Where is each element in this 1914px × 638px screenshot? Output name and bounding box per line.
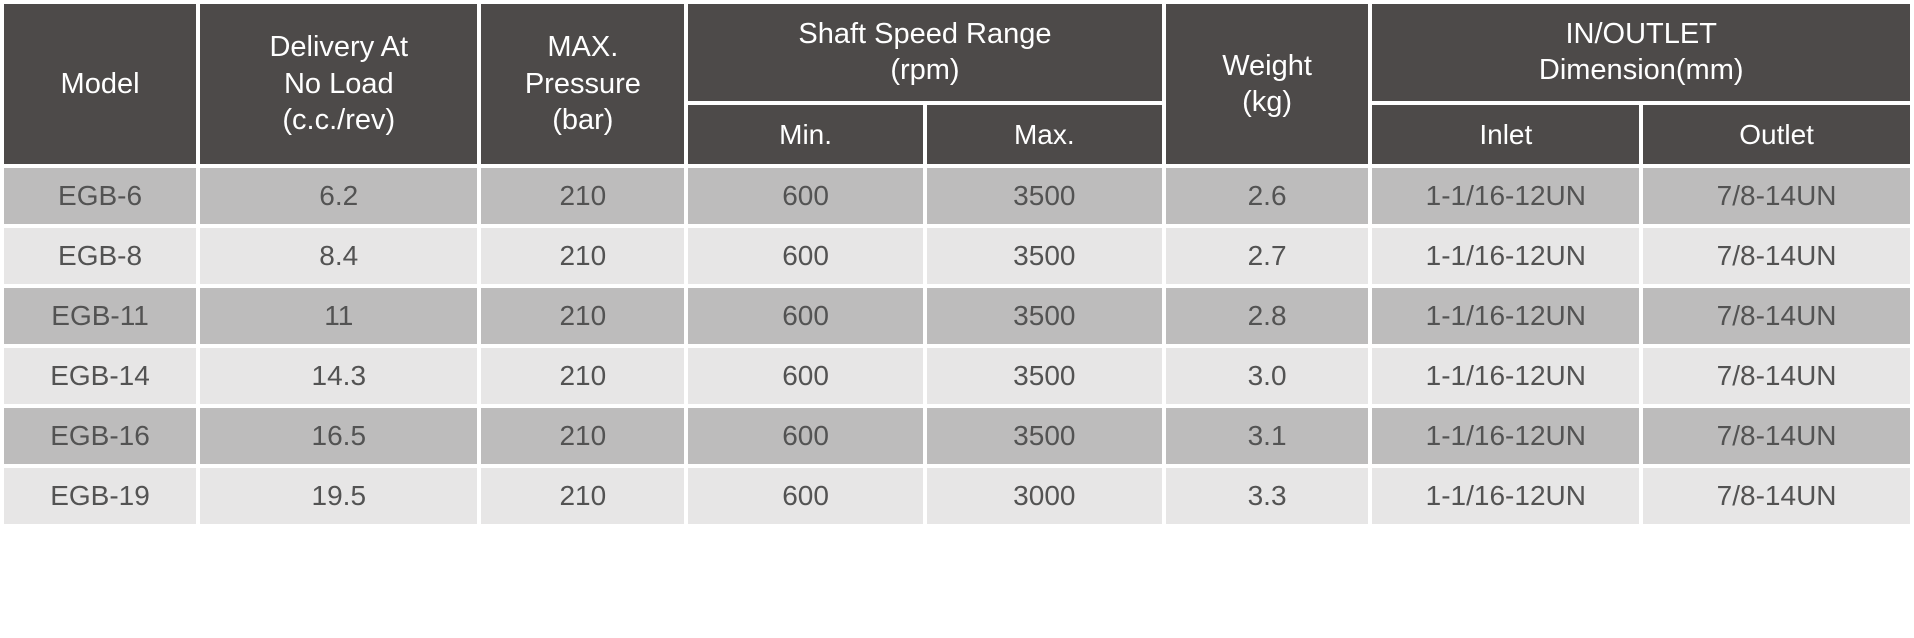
cell-max_pressure: 210 <box>481 168 684 224</box>
cell-delivery: 11 <box>200 288 477 344</box>
cell-shaft_min: 600 <box>688 168 923 224</box>
cell-max_pressure: 210 <box>481 408 684 464</box>
col-inlet: Inlet <box>1372 105 1639 164</box>
cell-weight: 3.0 <box>1166 348 1369 404</box>
col-inout-group: IN/OUTLETDimension(mm) <box>1372 4 1910 101</box>
cell-inlet: 1-1/16-12UN <box>1372 348 1639 404</box>
cell-shaft_max: 3500 <box>927 348 1162 404</box>
cell-shaft_min: 600 <box>688 408 923 464</box>
cell-model: EGB-19 <box>4 468 196 524</box>
spec-table: Model Delivery AtNo Load(c.c./rev) MAX.P… <box>0 0 1914 528</box>
cell-model: EGB-14 <box>4 348 196 404</box>
cell-shaft_min: 600 <box>688 288 923 344</box>
cell-delivery: 8.4 <box>200 228 477 284</box>
cell-weight: 3.1 <box>1166 408 1369 464</box>
cell-delivery: 19.5 <box>200 468 477 524</box>
col-model: Model <box>4 4 196 164</box>
cell-model: EGB-16 <box>4 408 196 464</box>
cell-weight: 2.6 <box>1166 168 1369 224</box>
cell-weight: 2.7 <box>1166 228 1369 284</box>
cell-shaft_min: 600 <box>688 228 923 284</box>
table-row: EGB-1919.521060030003.31-1/16-12UN7/8-14… <box>4 468 1910 524</box>
cell-outlet: 7/8-14UN <box>1643 408 1910 464</box>
cell-weight: 2.8 <box>1166 288 1369 344</box>
cell-outlet: 7/8-14UN <box>1643 348 1910 404</box>
cell-inlet: 1-1/16-12UN <box>1372 288 1639 344</box>
table-row: EGB-88.421060035002.71-1/16-12UN7/8-14UN <box>4 228 1910 284</box>
table-row: EGB-111121060035002.81-1/16-12UN7/8-14UN <box>4 288 1910 344</box>
cell-outlet: 7/8-14UN <box>1643 288 1910 344</box>
cell-shaft_max: 3500 <box>927 228 1162 284</box>
cell-model: EGB-11 <box>4 288 196 344</box>
cell-shaft_max: 3500 <box>927 168 1162 224</box>
col-outlet: Outlet <box>1643 105 1910 164</box>
cell-outlet: 7/8-14UN <box>1643 228 1910 284</box>
cell-inlet: 1-1/16-12UN <box>1372 168 1639 224</box>
cell-inlet: 1-1/16-12UN <box>1372 468 1639 524</box>
cell-shaft_min: 600 <box>688 348 923 404</box>
cell-shaft_max: 3500 <box>927 408 1162 464</box>
col-weight: Weight(kg) <box>1166 4 1369 164</box>
table-header: Model Delivery AtNo Load(c.c./rev) MAX.P… <box>4 4 1910 164</box>
col-shaft-max: Max. <box>927 105 1162 164</box>
col-shaft-group: Shaft Speed Range(rpm) <box>688 4 1162 101</box>
table-row: EGB-1414.321060035003.01-1/16-12UN7/8-14… <box>4 348 1910 404</box>
cell-outlet: 7/8-14UN <box>1643 168 1910 224</box>
cell-delivery: 16.5 <box>200 408 477 464</box>
cell-shaft_max: 3500 <box>927 288 1162 344</box>
cell-max_pressure: 210 <box>481 348 684 404</box>
cell-max_pressure: 210 <box>481 228 684 284</box>
cell-weight: 3.3 <box>1166 468 1369 524</box>
col-max-pressure: MAX.Pressure(bar) <box>481 4 684 164</box>
col-delivery: Delivery AtNo Load(c.c./rev) <box>200 4 477 164</box>
cell-inlet: 1-1/16-12UN <box>1372 228 1639 284</box>
table-row: EGB-66.221060035002.61-1/16-12UN7/8-14UN <box>4 168 1910 224</box>
cell-delivery: 14.3 <box>200 348 477 404</box>
table-body: EGB-66.221060035002.61-1/16-12UN7/8-14UN… <box>4 168 1910 524</box>
cell-inlet: 1-1/16-12UN <box>1372 408 1639 464</box>
col-shaft-min: Min. <box>688 105 923 164</box>
cell-outlet: 7/8-14UN <box>1643 468 1910 524</box>
cell-shaft_max: 3000 <box>927 468 1162 524</box>
cell-max_pressure: 210 <box>481 468 684 524</box>
cell-model: EGB-6 <box>4 168 196 224</box>
table-row: EGB-1616.521060035003.11-1/16-12UN7/8-14… <box>4 408 1910 464</box>
cell-max_pressure: 210 <box>481 288 684 344</box>
cell-delivery: 6.2 <box>200 168 477 224</box>
cell-shaft_min: 600 <box>688 468 923 524</box>
cell-model: EGB-8 <box>4 228 196 284</box>
